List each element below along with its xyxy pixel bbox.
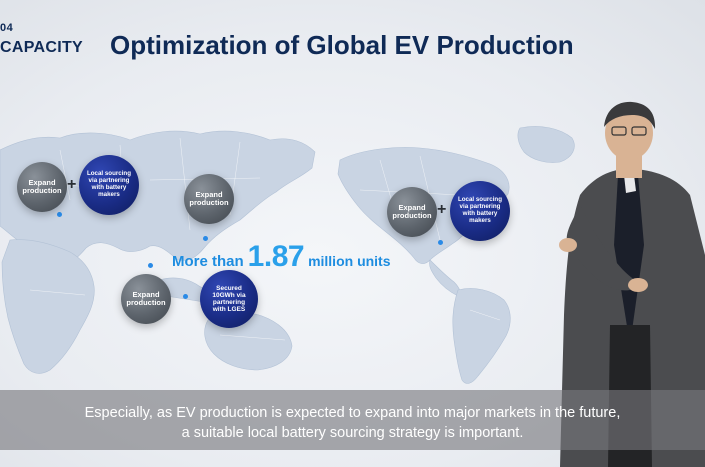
asia-expand-bubble: Expand production xyxy=(184,174,234,224)
south-america-landmass xyxy=(452,288,511,384)
central-america-landmass xyxy=(429,259,461,297)
stat-number: 1.87 xyxy=(247,240,305,273)
section-number: 04 xyxy=(0,22,14,34)
subtitle-line-1: Especially, as EV production is expected… xyxy=(84,405,621,421)
north-america-sourcing-bubble: Local sourcing via partnering with batte… xyxy=(450,181,510,241)
location-marker-korea xyxy=(203,236,208,241)
section-name: CAPACITY xyxy=(0,39,83,56)
africa-landmass xyxy=(1,239,95,374)
slide-title: Optimization of Global EV Production xyxy=(110,30,574,60)
europe-sourcing-bubble: Local sourcing via partnering with batte… xyxy=(79,155,139,215)
subtitle-caption: Especially, as EV production is expected… xyxy=(0,403,705,443)
north-america-expand-bubble: Expand production xyxy=(387,187,437,237)
location-marker-europe xyxy=(57,212,62,217)
stat-suffix: million units xyxy=(308,253,391,269)
production-stat: More than 1.87 million units xyxy=(172,240,391,274)
location-marker-india xyxy=(148,263,153,268)
southeast-asia-secured-bubble: Secured 10GWh via partnering with LGES xyxy=(200,270,258,328)
location-marker-indonesia xyxy=(183,294,188,299)
europe-plus-icon: + xyxy=(67,176,77,193)
subtitle-line-2: a suitable local battery sourcing strate… xyxy=(181,425,524,441)
north-america-plus-icon: + xyxy=(437,201,447,218)
greenland-landmass xyxy=(517,126,575,163)
southeast-asia-expand-bubble: Expand production xyxy=(121,274,171,324)
europe-expand-bubble: Expand production xyxy=(17,162,67,212)
caption-background xyxy=(0,390,705,450)
location-marker-usa xyxy=(438,240,443,245)
stat-prefix: More than xyxy=(172,253,244,270)
